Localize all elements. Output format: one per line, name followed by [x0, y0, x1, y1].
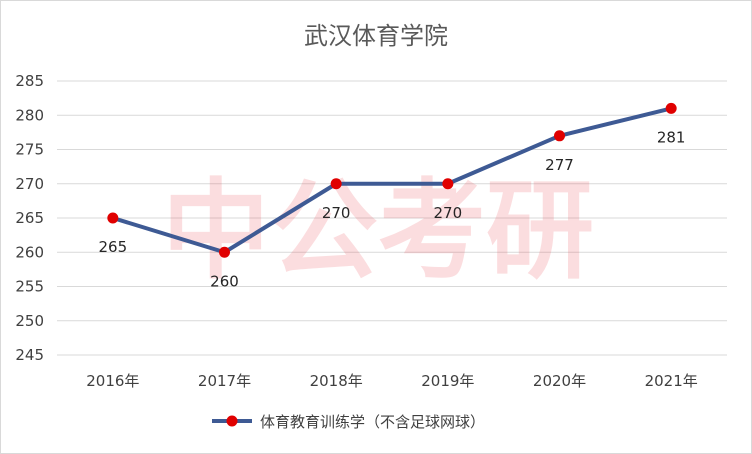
chart-title: 武汉体育学院	[304, 22, 448, 50]
data-label: 277	[545, 156, 574, 174]
data-point-marker	[107, 212, 119, 224]
data-label: 281	[657, 128, 686, 146]
legend-label: 体育教育训练学（不含足球网球）	[260, 413, 485, 431]
y-tick-label: 255	[15, 278, 44, 296]
legend-marker-swatch	[226, 415, 238, 427]
y-tick-label: 265	[15, 209, 44, 227]
watermark: 中公考研	[162, 169, 594, 294]
data-label: 260	[210, 272, 239, 290]
y-tick-label: 285	[15, 72, 44, 90]
data-labels: 265 260 270 270 277 281	[99, 128, 686, 290]
y-tick-label: 270	[15, 175, 44, 193]
y-tick-label: 245	[15, 346, 44, 364]
x-tick-label: 2021年	[645, 372, 698, 390]
data-point-marker	[442, 178, 454, 190]
x-tick-label: 2016年	[86, 372, 139, 390]
x-tick-label: 2018年	[310, 372, 363, 390]
x-axis-ticks: 2016年 2017年 2018年 2019年 2020年 2021年	[86, 372, 698, 390]
x-tick-label: 2017年	[198, 372, 251, 390]
series-group	[107, 102, 677, 258]
y-tick-label: 250	[15, 312, 44, 330]
y-tick-label: 275	[15, 141, 44, 159]
y-axis-ticks: 245 250 255 260 265 270 275 280 285	[15, 72, 44, 364]
data-label: 270	[322, 204, 351, 222]
data-point-marker	[330, 178, 342, 190]
x-tick-label: 2020年	[533, 372, 586, 390]
data-label: 265	[99, 238, 128, 256]
data-point-marker	[554, 130, 565, 142]
y-tick-label: 260	[15, 243, 44, 261]
series-line	[112, 106, 672, 255]
data-label: 270	[434, 204, 463, 222]
x-tick-label: 2019年	[421, 372, 474, 390]
data-point-marker	[219, 246, 230, 258]
legend: 体育教育训练学（不含足球网球）	[212, 413, 485, 431]
data-point-marker	[665, 102, 677, 114]
y-tick-label: 280	[15, 106, 44, 124]
